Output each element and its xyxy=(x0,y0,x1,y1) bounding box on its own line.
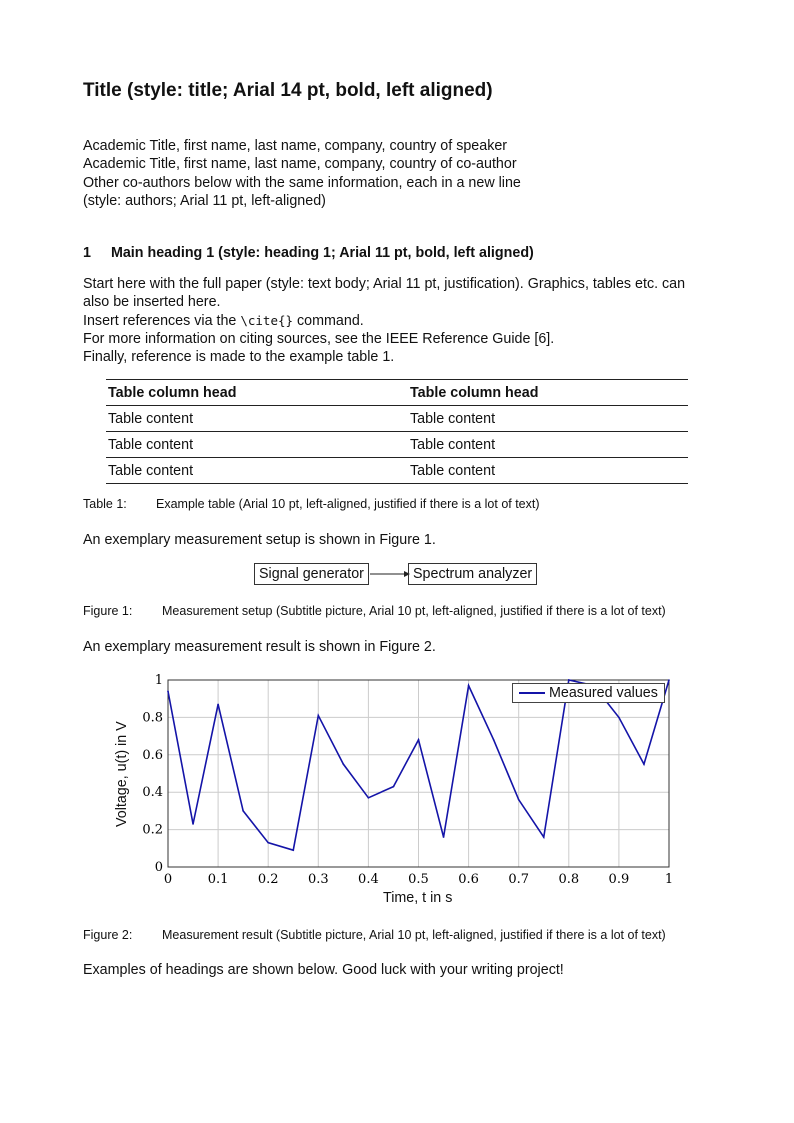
authors: Academic Title, first name, last name, c… xyxy=(83,137,521,210)
legend-label: Measured values xyxy=(549,685,658,701)
table-row: Table content Table content xyxy=(106,405,688,432)
y-axis-label: Voltage, u(t) in V xyxy=(113,721,130,828)
signal-generator-box: Signal generator xyxy=(254,563,369,585)
data-point xyxy=(442,836,445,838)
x-tick-label: 0.4 xyxy=(358,872,379,887)
y-tick-label: 0.4 xyxy=(142,785,163,800)
data-point xyxy=(267,841,270,844)
data-point xyxy=(217,703,219,706)
x-axis-label: Time, t in s xyxy=(383,890,453,906)
paragraph: Start here with the full paper (style: t… xyxy=(83,276,686,292)
arrow-icon xyxy=(370,571,410,577)
table-header-row: Table column head Table column head xyxy=(106,379,688,406)
figure1-caption: Figure 1: Measurement setup (Subtitle pic… xyxy=(83,604,666,618)
plot-frame xyxy=(167,679,670,868)
data-point xyxy=(417,739,420,741)
x-tick-label: 0 xyxy=(164,872,172,887)
y-tick-label: 0.8 xyxy=(142,710,163,725)
data-point xyxy=(342,763,345,765)
heading-number: 1 xyxy=(83,245,91,261)
data-point xyxy=(242,810,244,812)
data-point xyxy=(467,684,470,687)
data-point xyxy=(317,714,320,717)
table-row: Table content Table content xyxy=(106,457,688,484)
data-point xyxy=(192,823,194,825)
figure2-caption: Figure 2: Measurement result (Subtitle pi… xyxy=(83,928,666,942)
x-tick-label: 1 xyxy=(665,872,673,887)
example-table: Table column head Table column head Table… xyxy=(106,379,688,484)
paragraph: also be inserted here. xyxy=(83,294,221,311)
paragraph: Insert references via the \cite{} comman… xyxy=(83,312,364,329)
paragraph: Finally, reference is made to the exampl… xyxy=(83,349,395,366)
y-tick-label: 0.2 xyxy=(142,823,163,838)
author-line: (style: authors; Arial 11 pt, left-align… xyxy=(83,192,326,209)
data-point xyxy=(517,798,520,801)
paragraph: An exemplary measurement setup is shown … xyxy=(83,532,436,548)
heading-1: 1 Main heading 1 (style: heading 1; Aria… xyxy=(83,244,534,262)
author-line: Academic Title, first name, last name, c… xyxy=(83,138,508,154)
heading-text: Main heading 1 (style: heading 1; Arial … xyxy=(110,245,534,261)
x-tick-label: 0.5 xyxy=(408,872,429,887)
y-tick-label: 0 xyxy=(155,860,163,875)
x-tick-label: 0.8 xyxy=(558,872,579,887)
data-point xyxy=(167,690,169,693)
data-point xyxy=(542,836,545,838)
author-line: Academic Title, first name, last name, c… xyxy=(83,156,517,173)
author-line: Other co-authors below with the same inf… xyxy=(83,174,521,191)
data-point xyxy=(643,763,645,765)
data-point xyxy=(392,785,395,788)
paragraph: Examples of headings are shown below. Go… xyxy=(83,962,564,978)
paper-title: Title (style: title; Arial 14 pt, bold, … xyxy=(83,80,493,101)
x-tick-label: 0.1 xyxy=(208,872,229,887)
paragraph: An exemplary measurement result is shown… xyxy=(83,639,436,655)
measurement-chart: 0 0.1 0.2 0.3 0.4 0.5 0.6 0.7 0.8 0.9 1 0 0.2 0.4 0.6 0… xyxy=(142,673,673,887)
data-point xyxy=(668,679,670,681)
legend: Measured values xyxy=(512,683,665,703)
x-tick-label: 0.2 xyxy=(258,872,279,887)
x-tick-label: 0.3 xyxy=(308,872,329,887)
data-point xyxy=(367,797,370,799)
table-row: Table content Table content xyxy=(106,431,688,458)
body-text: Start here with the full paper (style: t… xyxy=(83,275,713,366)
data-point xyxy=(292,849,295,851)
paragraph: For more information on citing sources, … xyxy=(83,330,555,347)
y-tick-label: 1 xyxy=(155,673,163,688)
legend-line-icon xyxy=(519,692,545,694)
data-point xyxy=(568,679,570,681)
y-tick-label: 0.6 xyxy=(142,748,163,763)
data-point xyxy=(492,739,495,741)
x-tick-label: 0.9 xyxy=(609,872,630,887)
x-tick-label: 0.7 xyxy=(508,872,529,887)
table-caption: Table 1: Example table (Arial 10 pt, left… xyxy=(83,497,540,511)
data-point xyxy=(618,716,620,719)
spectrum-analyzer-box: Spectrum analyzer xyxy=(408,563,538,585)
x-tick-label: 0.6 xyxy=(458,872,479,887)
